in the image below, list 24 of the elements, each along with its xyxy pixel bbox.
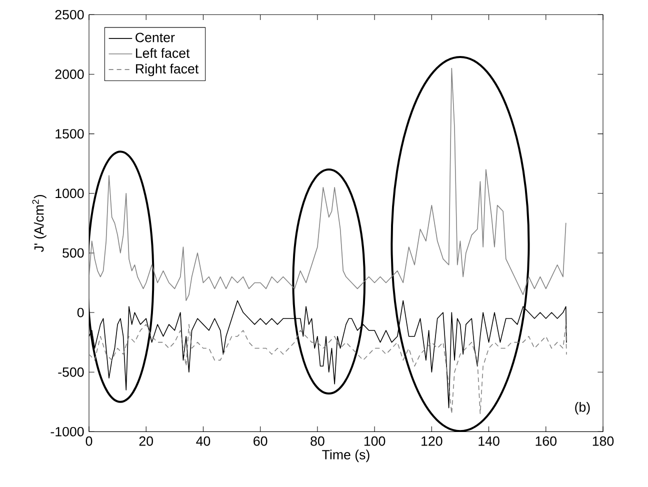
y-tick-label: -1000 [50,427,84,437]
y-tick-label: 1500 [56,129,84,139]
x-tick-label: 60 [254,436,268,446]
x-tick-label: 180 [592,436,614,446]
y-axis-title: J' (A/cm$^{2}$) [32,195,46,252]
y-tick-label: 2000 [55,70,84,80]
x-tick-label: 140 [478,436,500,446]
y-tick-label: 2500 [55,10,84,20]
legend-label: Right facet [136,64,199,76]
x-tick-label: 120 [422,436,442,446]
y-tick-label: 1000 [56,188,84,198]
y-tick-label: -500 [58,368,84,377]
x-axis-title: Time (s) [322,450,370,462]
annotation: (b) [575,402,590,415]
y-tick-label: 500 [62,248,84,258]
x-tick-label: 0 [86,436,92,446]
legend-label: Left facet [136,48,190,58]
legend-label: Center [136,32,175,42]
x-tick-label: 100 [364,436,386,446]
x-tick-label: 80 [310,436,324,446]
x-tick-label: 40 [196,436,210,446]
x-tick-label: 160 [536,436,556,446]
y-tick-label: 0 [77,308,84,318]
x-tick-label: 20 [139,436,154,446]
